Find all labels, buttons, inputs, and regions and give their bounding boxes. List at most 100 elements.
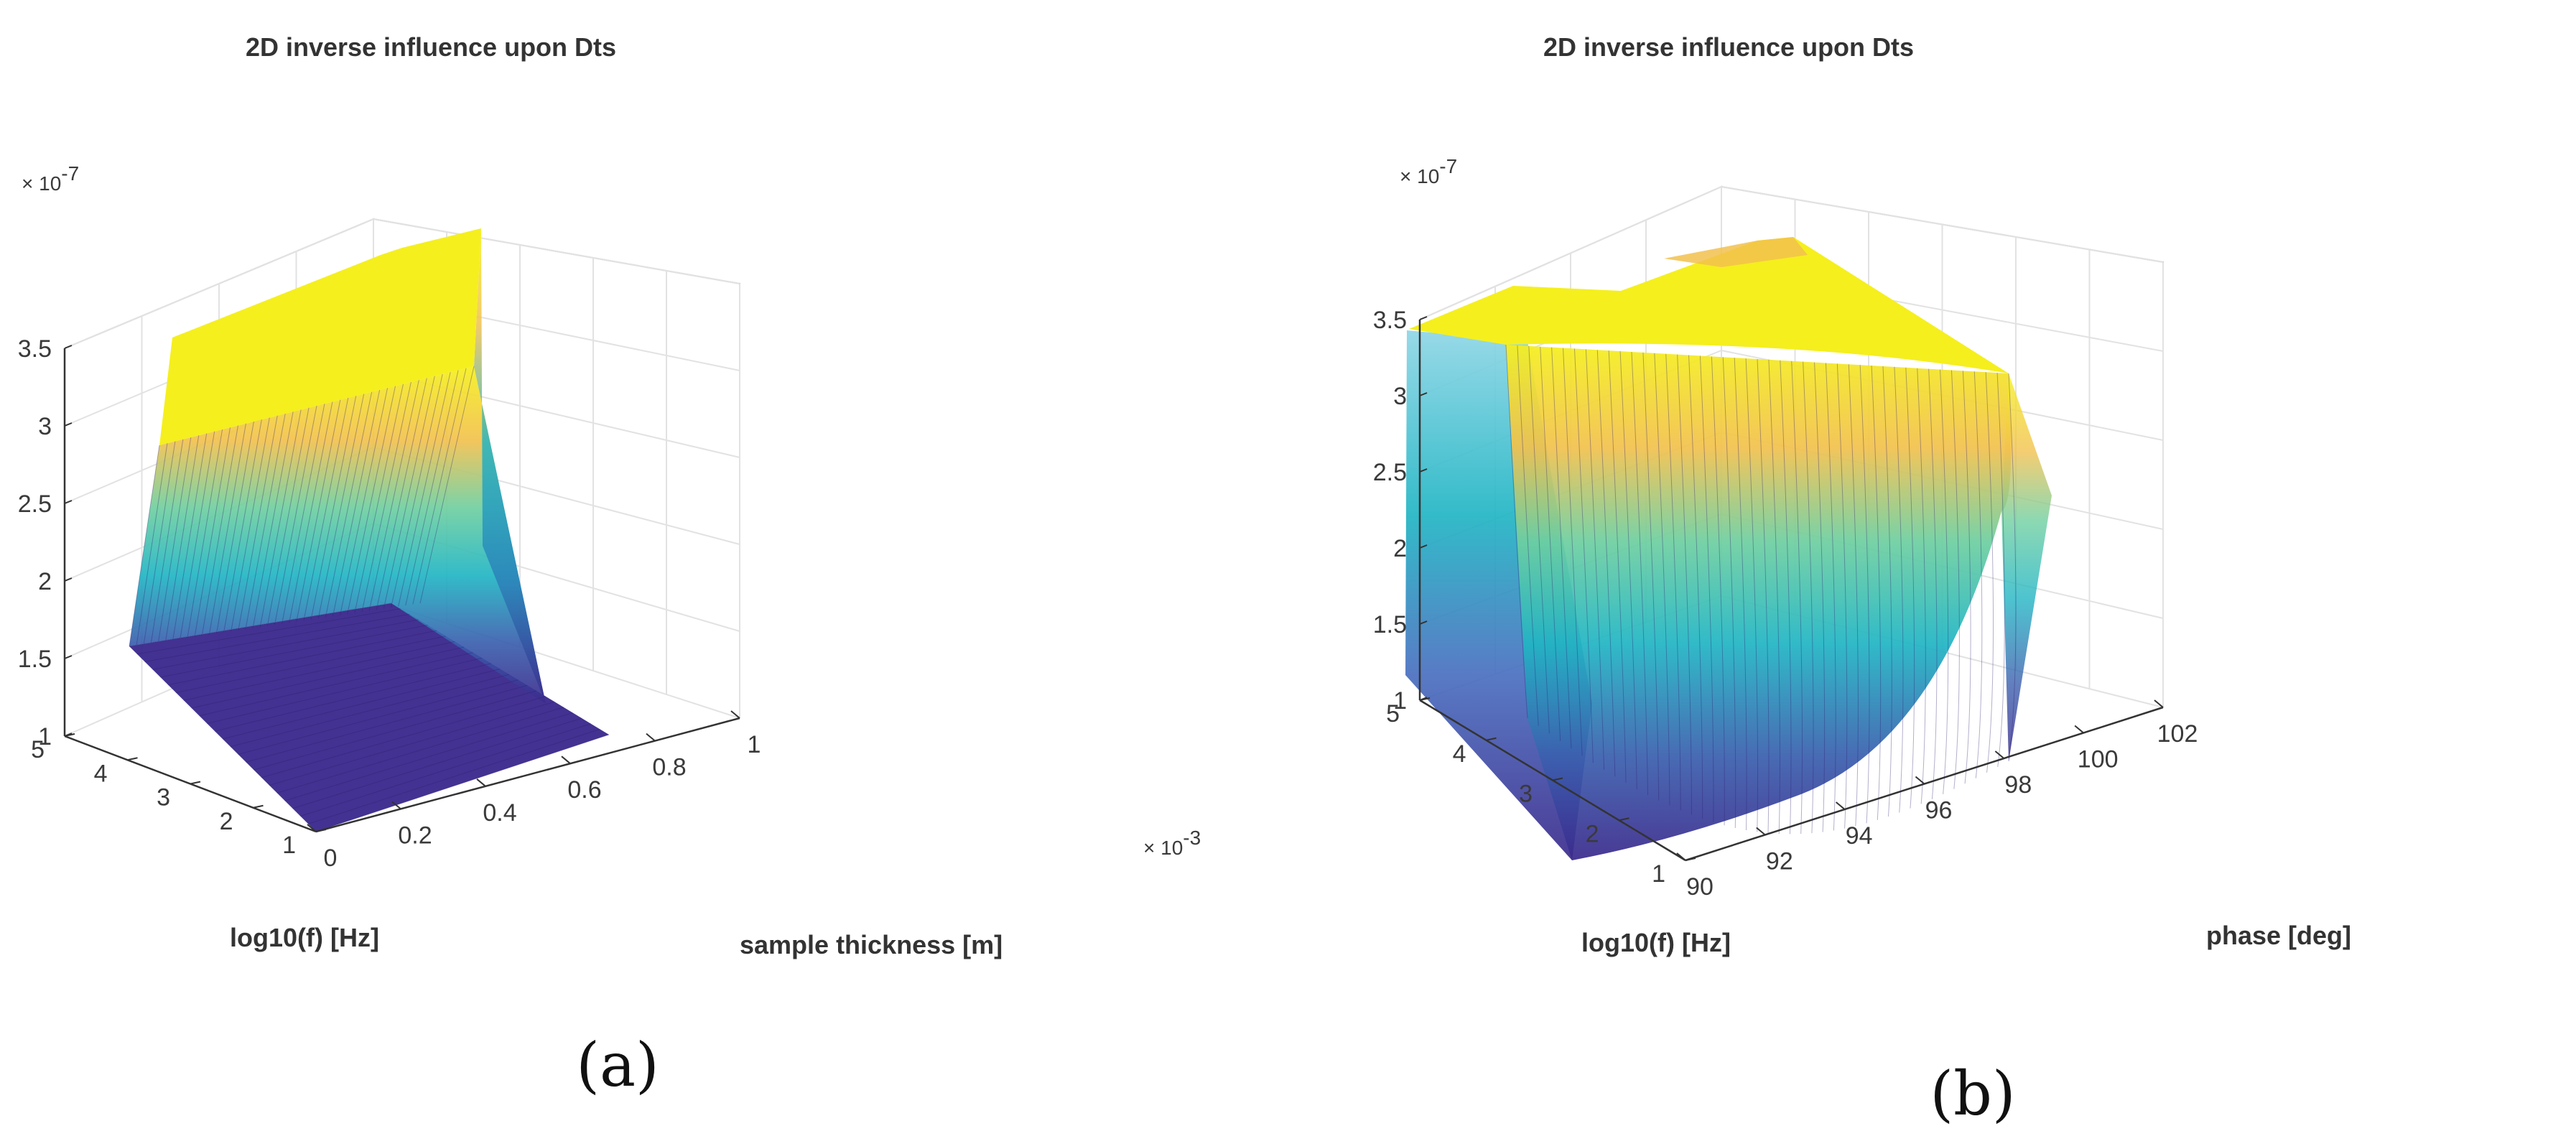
mesh-line	[1734, 358, 1747, 830]
mesh-line	[1505, 344, 1528, 719]
mesh-line	[216, 421, 254, 634]
surface-low-plateau	[129, 603, 609, 832]
z-tick-label: 2	[1393, 535, 1407, 562]
x-axis-label: sample thickness [m]	[740, 930, 1003, 959]
mesh-line	[292, 717, 582, 809]
mesh-line	[1517, 345, 1539, 726]
z-tick-label: 1.5	[18, 646, 52, 673]
x-tick-mark	[1915, 776, 1925, 785]
tick-labels: 1 1.5 2 2.5 3 3.5 1 2 3 4 5 90 92 94 96 98 100 102	[1373, 307, 2198, 901]
x-tick-mark	[646, 733, 656, 742]
mesh-line	[254, 690, 537, 771]
mesh-line	[1722, 357, 1736, 828]
y-tick-mark	[64, 733, 75, 737]
mesh-line	[1905, 367, 1915, 809]
z-tick-label: 1.5	[1373, 611, 1407, 638]
mesh-line	[325, 391, 373, 618]
mesh-line	[289, 401, 333, 623]
y-tick-mark	[1419, 697, 1431, 701]
mesh-line	[201, 425, 238, 636]
y-tick-mark	[253, 804, 264, 809]
z-tick-mark	[1419, 316, 1428, 320]
y-tick-mark	[127, 757, 138, 761]
mesh-line	[191, 646, 465, 709]
mesh-line	[1917, 368, 1926, 804]
mesh-line	[1848, 364, 1859, 827]
y-tick-mark	[1685, 857, 1696, 861]
z-tick-label: 2.5	[18, 490, 52, 518]
panel-label-a: (a)	[576, 1030, 659, 1100]
x-tick-mark	[307, 824, 317, 832]
x-tick-mark	[391, 801, 401, 810]
surface-mesh	[1505, 344, 2017, 834]
x-axis-multiplier: × 10-3	[1143, 827, 1201, 859]
surface-curved-wall	[1506, 345, 2012, 860]
x-tick-label: 0.2	[398, 822, 432, 849]
mesh-line	[259, 409, 302, 628]
mesh-line	[1608, 350, 1627, 783]
chart-title: 2D inverse influence upon Dts	[246, 32, 616, 62]
z-tick-mark	[64, 345, 73, 349]
mesh-line	[160, 625, 428, 678]
z-tick-label: 3.5	[18, 335, 52, 363]
mesh-line	[1962, 371, 1971, 784]
chart-title: 2D inverse influence upon Dts	[1543, 32, 1914, 62]
y-tick-label: 4	[1453, 740, 1466, 768]
z-axis-multiplier: × 10-7	[1400, 155, 1457, 187]
mesh-line	[1654, 353, 1670, 806]
mesh-line	[230, 674, 510, 748]
x-tick-label: 98	[2004, 771, 2032, 799]
x-tick-mark	[1836, 801, 1846, 810]
mesh-line	[150, 439, 184, 643]
y-tick-mark	[315, 829, 327, 832]
z-tick-mark	[1419, 392, 1428, 396]
surface-right-side	[474, 228, 546, 704]
y-tick-label: 1	[282, 832, 296, 859]
y-tick-mark	[190, 781, 201, 785]
y-tick-label: 3	[157, 784, 170, 812]
z-tick-label: 1	[38, 723, 52, 750]
mesh-line	[1973, 371, 1983, 778]
mesh-line	[308, 728, 600, 824]
mesh-line	[284, 712, 573, 801]
mesh-line	[1596, 350, 1616, 777]
x-tick-mark	[2074, 725, 2084, 734]
x-tick-mark	[730, 710, 740, 719]
x-tick-label: 94	[1846, 822, 1873, 850]
x-tick-label: 0.4	[483, 799, 516, 827]
mesh-line	[1928, 368, 1938, 799]
mesh-line	[1585, 349, 1605, 770]
mesh-line	[152, 619, 419, 670]
x-tick-label: 90	[1686, 873, 1714, 901]
mesh-line	[1996, 373, 2005, 767]
mesh-line	[223, 419, 262, 633]
mesh-line	[391, 373, 443, 608]
mesh-line	[274, 405, 317, 626]
mesh-line	[252, 411, 294, 628]
x-tick-label: 100	[2078, 746, 2119, 773]
mesh-line	[1814, 362, 1826, 832]
y-tick-label: 4	[94, 760, 108, 787]
z-tick-label: 2	[38, 568, 52, 595]
z-axis-multiplier: × 10-7	[22, 162, 79, 195]
z-tick-mark	[1419, 544, 1428, 549]
mesh-line	[315, 734, 610, 832]
mesh-line	[187, 429, 223, 638]
mesh-line	[1882, 366, 1892, 817]
mesh-line	[310, 396, 357, 620]
surface-b	[1405, 237, 2052, 860]
z-tick-label: 3	[1393, 383, 1407, 410]
mesh-line	[1642, 352, 1660, 801]
mesh-line	[199, 652, 473, 717]
mesh-line	[296, 399, 341, 622]
y-tick-label: 1	[1652, 860, 1665, 888]
mesh-line	[340, 388, 389, 615]
surface-a	[129, 228, 610, 832]
y-tick-label: 2	[1586, 820, 1599, 847]
panel-label-b: (b)	[1930, 1059, 2015, 1129]
mesh-line	[266, 407, 310, 626]
surface-chart-b: 1 1.5 2 2.5 3 3.5 1 2 3 4 5 90 92 94 96 98 100 102 2D inv…	[1373, 32, 2351, 1129]
x-tick-label: 92	[1766, 848, 1793, 875]
mesh-line	[1859, 365, 1870, 824]
mesh-line	[1699, 355, 1714, 822]
